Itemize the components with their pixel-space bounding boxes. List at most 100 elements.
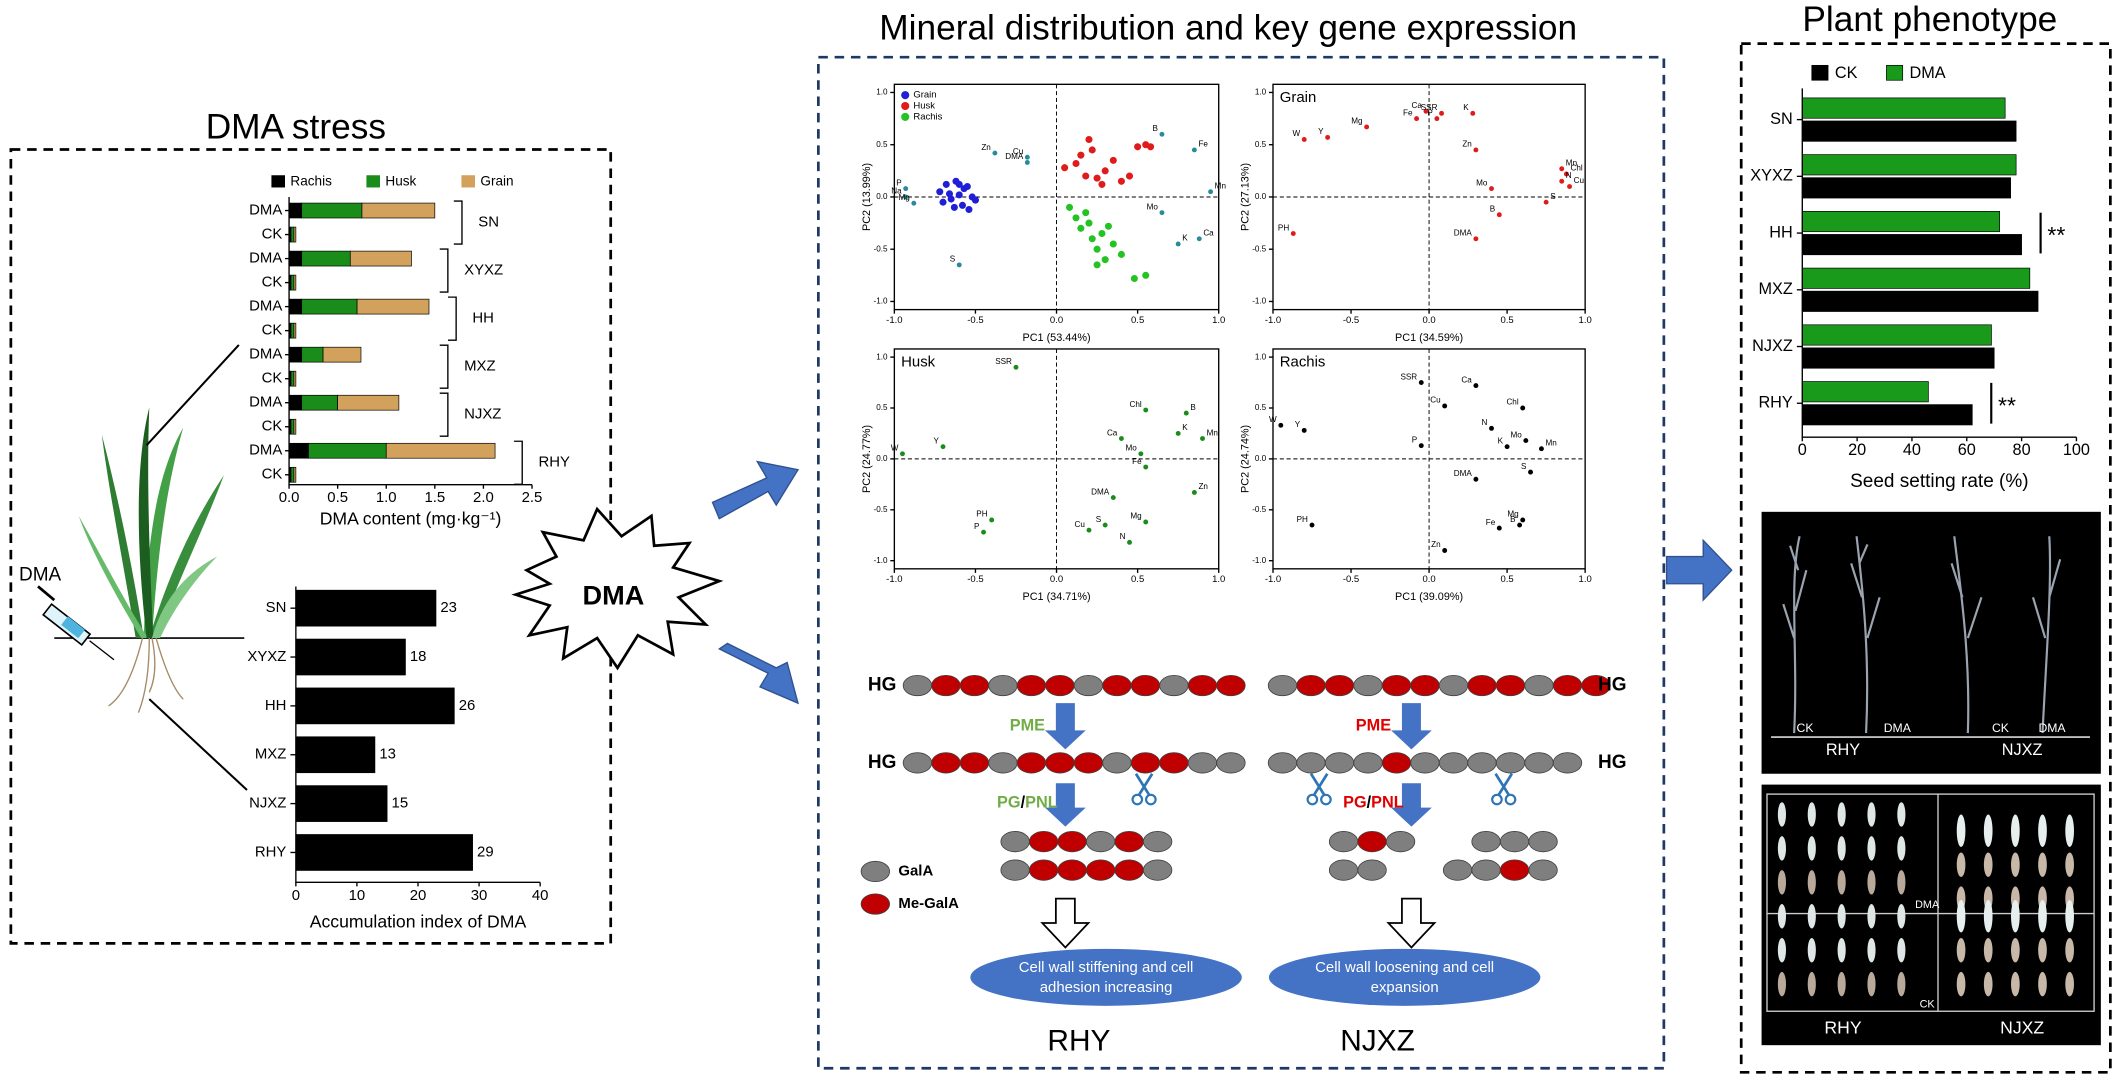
bar (1801, 154, 2017, 176)
seed (2038, 937, 2047, 963)
point-label: P (974, 522, 979, 531)
legend-swatch (1886, 64, 1904, 81)
y-tick-label: MXZ (255, 746, 286, 763)
bar-segment (290, 274, 295, 291)
point (1528, 469, 1533, 475)
point-label: Y (1295, 420, 1301, 429)
point (1504, 444, 1510, 450)
me-gala (1085, 859, 1116, 881)
seed (1897, 802, 1906, 827)
point (955, 180, 963, 188)
point (911, 200, 917, 206)
photo-label: DMA (2038, 721, 2066, 735)
x-axis-label: Seed setting rate (%) (1850, 471, 2028, 492)
me-gala (959, 752, 990, 774)
legend-marker (901, 91, 910, 100)
y-tick-label: XYXZ (1750, 167, 1793, 185)
point-label: PH (976, 510, 987, 519)
point-label: B (1510, 515, 1515, 524)
outcome-text: Cell wall stiffening and cell (1019, 959, 1194, 976)
x-tick-label: 60 (1958, 441, 1976, 459)
plant (54, 407, 245, 713)
bar-segment (288, 202, 303, 219)
point (903, 194, 909, 200)
y-tick-label: -0.5 (1252, 244, 1266, 253)
scissors (1145, 793, 1157, 806)
stress-frame (9, 148, 613, 945)
point-label: Zn (1198, 482, 1207, 491)
point (903, 186, 909, 192)
group-label: MXZ (464, 358, 495, 375)
legend-label: Husk (913, 101, 935, 112)
bar-segment (361, 202, 436, 219)
point (956, 262, 962, 268)
gala (1499, 831, 1530, 853)
point (942, 180, 950, 188)
point (1082, 209, 1090, 217)
point (1364, 124, 1370, 130)
point (940, 444, 946, 450)
y-tick-label: HH (265, 697, 287, 714)
bar (295, 736, 376, 774)
plot-title: Grain (1280, 89, 1316, 106)
y-tick-label: 1.0 (876, 88, 888, 97)
gala (1438, 752, 1469, 774)
point (1127, 539, 1132, 545)
point-label: DMA (1454, 228, 1473, 237)
seed (1897, 836, 1906, 861)
y-tick-label: -1.0 (874, 556, 888, 565)
enzyme-label: PME (1356, 717, 1391, 735)
group-bracket (439, 344, 449, 389)
me-gala (1467, 674, 1497, 697)
point-label: Na (891, 187, 902, 196)
group-bracket (447, 296, 457, 341)
gala (1467, 752, 1497, 774)
point (1104, 222, 1112, 230)
point (971, 196, 979, 204)
legend-label: DMA (1910, 64, 1946, 82)
me-gala (1381, 752, 1412, 774)
group-bracket (514, 440, 523, 485)
seed (2011, 971, 2020, 997)
section-title: DMA stress (206, 107, 386, 146)
x-tick-label: 2.0 (473, 489, 494, 506)
point-label: Mo (1510, 430, 1522, 439)
point-label: Mg (1351, 117, 1362, 126)
axes (288, 196, 532, 486)
me-gala (1552, 674, 1583, 697)
gala (1410, 752, 1440, 774)
bar (1801, 290, 2039, 312)
syringe-label: DMA (19, 565, 62, 586)
gala (1328, 831, 1359, 853)
seed (2011, 899, 2020, 933)
x-tick-label: 1.0 (1579, 315, 1592, 326)
point (1496, 525, 1502, 531)
x-tick-label: 1.0 (1212, 315, 1225, 326)
point-label: PH (1278, 223, 1289, 232)
point (1208, 189, 1214, 195)
point (1473, 236, 1479, 242)
point (1301, 137, 1307, 142)
gala (1073, 674, 1104, 697)
y-tick-label: 0.5 (1255, 140, 1267, 149)
legend-label: Rachis (913, 111, 942, 122)
bar-segment (293, 274, 297, 291)
point-label: B (1490, 204, 1495, 213)
photo-label: DMA (1884, 721, 1912, 735)
gala (1353, 674, 1383, 697)
seed (2038, 814, 2047, 848)
x-tick-label: -1.0 (886, 574, 902, 585)
point (1559, 178, 1565, 184)
seed (1837, 937, 1846, 963)
seed (1777, 904, 1786, 929)
x-tick-label: 2.5 (522, 489, 543, 506)
y-tick-label: DMA (249, 442, 282, 459)
y-tick-label: HH (1769, 223, 1793, 241)
bar-segment (301, 346, 324, 363)
scissors (1494, 773, 1514, 797)
y-tick-label: CK (262, 370, 283, 387)
legend-label: Grain (480, 174, 513, 189)
legend-swatch (1811, 64, 1829, 81)
point (1489, 425, 1494, 431)
